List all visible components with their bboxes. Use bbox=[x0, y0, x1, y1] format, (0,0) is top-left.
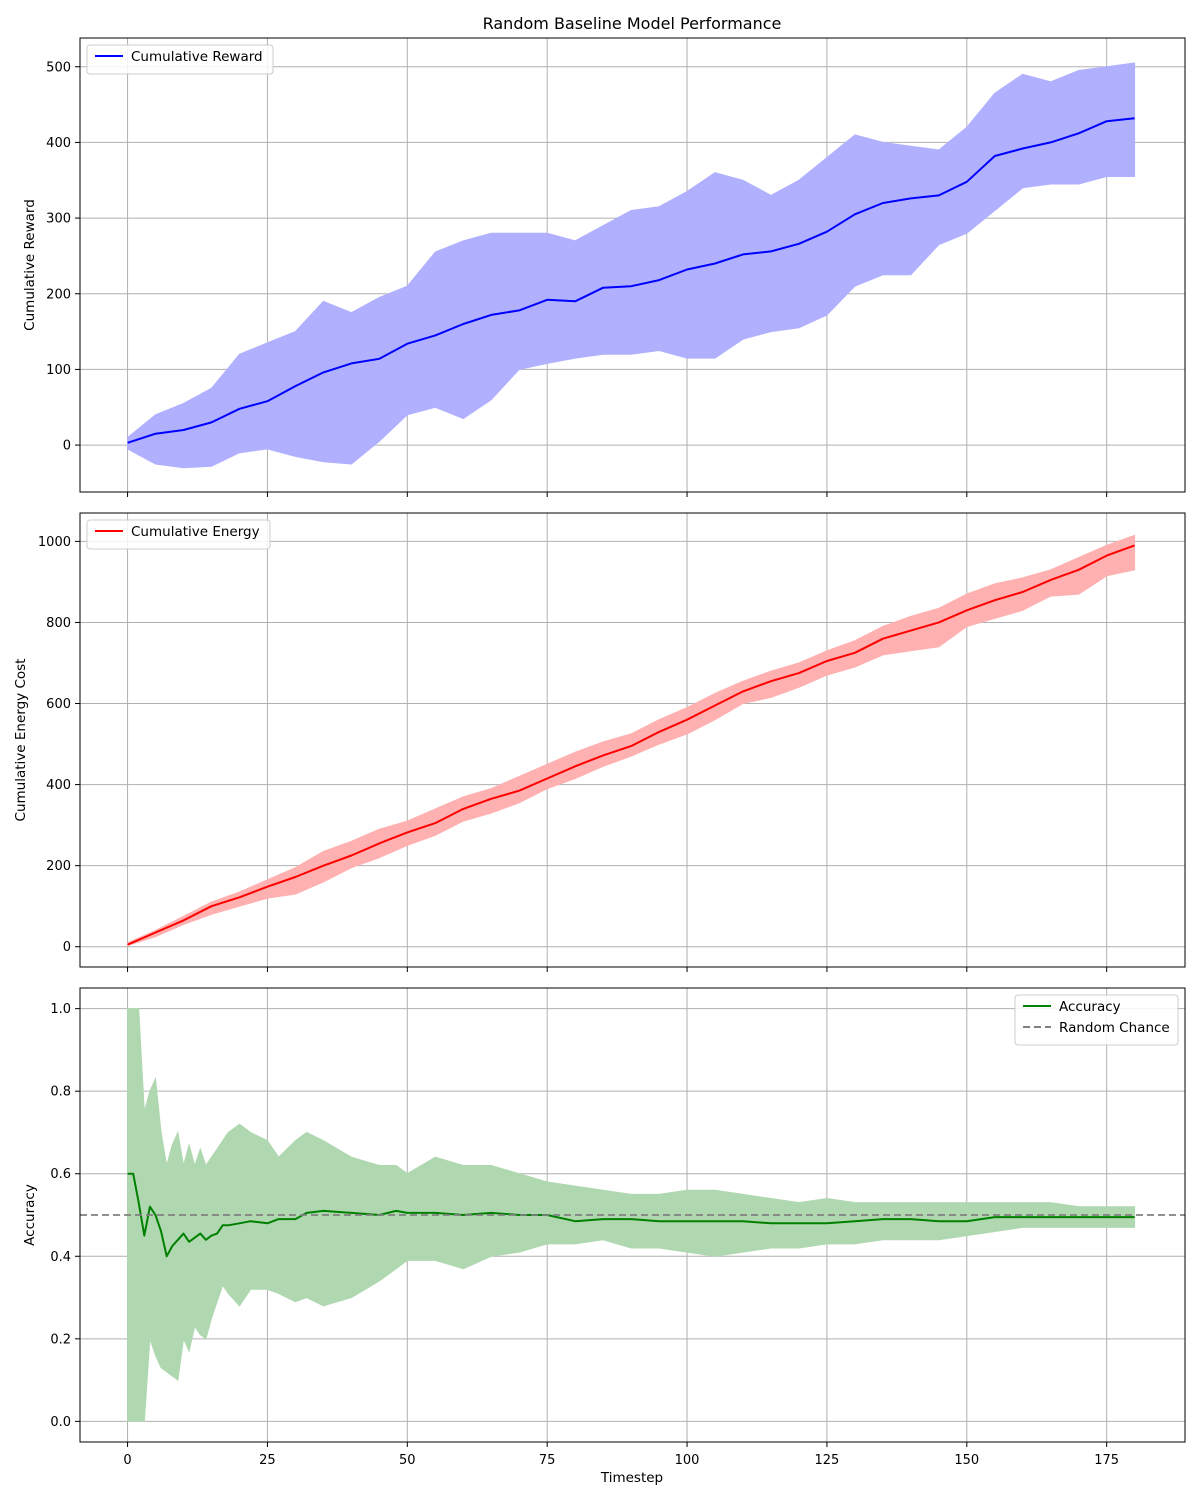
y-tick-label: 0.4 bbox=[50, 1250, 71, 1265]
legend-label: Accuracy bbox=[1059, 999, 1121, 1015]
y-tick-label: 0.8 bbox=[50, 1085, 71, 1100]
y-axis-label: Cumulative Reward bbox=[22, 199, 38, 331]
x-tick-label: 150 bbox=[954, 1453, 979, 1468]
y-tick-label: 1000 bbox=[38, 535, 71, 550]
y-tick-label: 600 bbox=[46, 697, 71, 712]
legend-label: Cumulative Reward bbox=[131, 49, 263, 65]
x-tick-label: 0 bbox=[123, 1453, 131, 1468]
legend-box bbox=[86, 519, 271, 550]
y-tick-label: 0 bbox=[63, 940, 71, 955]
y-tick-label: 200 bbox=[46, 287, 71, 302]
legend: Cumulative Reward bbox=[86, 44, 274, 75]
chart-title: Random Baseline Model Performance bbox=[483, 14, 782, 33]
y-tick-label: 300 bbox=[46, 212, 71, 227]
plot-frame bbox=[79, 512, 1186, 968]
x-tick-label: 125 bbox=[815, 1453, 840, 1468]
legend: Accuracy Random Chance bbox=[1014, 994, 1179, 1046]
legend-label: Random Chance bbox=[1059, 1020, 1170, 1036]
y-tick-label: 400 bbox=[46, 136, 71, 151]
y-tick-label: 400 bbox=[46, 778, 71, 793]
y-axis-label: Cumulative Energy Cost bbox=[13, 659, 29, 822]
grid bbox=[80, 513, 1185, 967]
y-tick-label: 800 bbox=[46, 616, 71, 631]
x-tick-label: 100 bbox=[675, 1453, 700, 1468]
x-tick-label: 25 bbox=[259, 1453, 276, 1468]
series-line bbox=[127, 544, 1135, 946]
accuracy-panel: 0.0 0.2 0.4 0.6 0.8 1.0 0 25 50 75 100 125 150 175 Acc… bbox=[22, 987, 1186, 1468]
legend-label: Cumulative Energy bbox=[131, 524, 260, 540]
y-tick-label: 1.0 bbox=[50, 1002, 71, 1017]
confidence-band bbox=[127, 62, 1136, 469]
plot-frame bbox=[79, 987, 1186, 1443]
legend: Cumulative Energy bbox=[86, 519, 271, 550]
legend-box bbox=[1014, 994, 1179, 1046]
series-line bbox=[127, 117, 1135, 444]
legend-box bbox=[86, 44, 274, 75]
plot-frame bbox=[79, 37, 1186, 493]
y-tick-label: 0.0 bbox=[50, 1415, 71, 1430]
x-tick-label: 75 bbox=[539, 1453, 556, 1468]
reward-panel: 0 100 200 300 400 500 Cumulative Reward Cumulat… bbox=[22, 37, 1186, 497]
y-tick-label: 0.2 bbox=[50, 1332, 71, 1347]
x-tick-label: 175 bbox=[1094, 1453, 1119, 1468]
y-tick-label: 0 bbox=[63, 439, 71, 454]
x-axis-label: Timestep bbox=[600, 1470, 663, 1486]
y-tick-label: 500 bbox=[46, 60, 71, 75]
y-tick-label: 0.6 bbox=[50, 1167, 71, 1182]
energy-panel: 0 200 400 600 800 1000 Cumulative Energy Cost C… bbox=[13, 512, 1186, 972]
series-line bbox=[127, 1172, 1135, 1258]
y-tick-label: 100 bbox=[46, 363, 71, 378]
x-tick-label: 50 bbox=[399, 1453, 416, 1468]
y-axis-label: Accuracy bbox=[22, 1184, 38, 1246]
y-tick-label: 200 bbox=[46, 859, 71, 874]
